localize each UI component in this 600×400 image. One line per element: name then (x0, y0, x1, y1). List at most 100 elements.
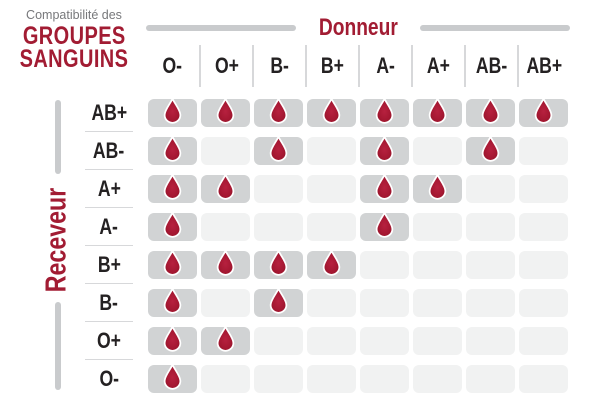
grid-cell (252, 284, 305, 322)
blood-drop-icon (163, 135, 182, 162)
title-line-1: GROUPES (22, 22, 126, 50)
grid-cell (305, 322, 358, 360)
grid-cell (252, 360, 305, 398)
grid-cell (358, 322, 411, 360)
cell-AB--AB+-empty (519, 137, 568, 165)
grid-cell (358, 170, 411, 208)
grid-cell (199, 246, 252, 284)
title-eyebrow: Compatibilité des (26, 8, 122, 22)
grid-cell (199, 208, 252, 246)
donor-header-label: O+ (214, 53, 239, 78)
cell-O--O+-empty (201, 365, 250, 393)
grid-cell (305, 360, 358, 398)
donor-column-headers: O- O+ B- B+ A- A+ AB- AB+ (146, 45, 570, 87)
grid-cell (464, 94, 517, 132)
cell-O--AB--empty (466, 365, 515, 393)
cell-B--A--empty (360, 289, 409, 317)
blood-drop-icon (375, 135, 394, 162)
grid-cell (199, 360, 252, 398)
receiver-label-text: B- (99, 289, 119, 315)
cell-A--B+-empty (307, 213, 356, 241)
blood-drop-icon (269, 135, 288, 162)
blood-drop-icon (163, 363, 182, 390)
receiver-label-text: O+ (97, 327, 121, 353)
donor-header-B-: B- (252, 45, 305, 87)
blood-drop-icon (163, 249, 182, 276)
grid-cell (146, 208, 199, 246)
grid-cell (464, 170, 517, 208)
cell-A+-A--compatible (360, 173, 409, 203)
donor-header-label: AB+ (526, 53, 563, 78)
cell-A+-B--empty (254, 175, 303, 203)
cell-B+-AB--empty (466, 251, 515, 279)
cell-B--B+-empty (307, 289, 356, 317)
donor-header-A-: A- (358, 45, 411, 87)
grid-cell (517, 132, 570, 170)
cell-B+-O+-compatible (201, 249, 250, 279)
blood-drop-icon (375, 211, 394, 238)
cell-B--O+-empty (201, 289, 250, 317)
cell-B+-B+-compatible (307, 249, 356, 279)
grid-cell (517, 246, 570, 284)
cell-AB+-A+-compatible (413, 97, 462, 127)
cell-AB+-B+-compatible (307, 97, 356, 127)
grid-cell (146, 284, 199, 322)
cell-O--O--compatible (148, 363, 197, 393)
grid-cell (411, 284, 464, 322)
cell-AB+-O+-compatible (201, 97, 250, 127)
donor-axis-label: Donneur (318, 14, 398, 41)
grid-cell (517, 360, 570, 398)
cell-AB+-A--compatible (360, 97, 409, 127)
cell-O--A--empty (360, 365, 409, 393)
donor-header-label: AB- (475, 53, 508, 78)
donor-header-B+: B+ (305, 45, 358, 87)
grid-cell (358, 208, 411, 246)
receiver-label-A-: A- (85, 208, 133, 246)
cell-A+-O--compatible (148, 173, 197, 203)
cell-A--AB--empty (466, 213, 515, 241)
donor-header-label: A+ (427, 53, 450, 78)
cell-O+-B--empty (254, 327, 303, 355)
grid-cell (146, 94, 199, 132)
donor-header-AB+: AB+ (517, 45, 570, 87)
blood-drop-icon (375, 97, 394, 124)
cell-AB--B--compatible (254, 135, 303, 165)
cell-B+-A--empty (360, 251, 409, 279)
blood-drop-icon (534, 97, 553, 124)
grid-cell (411, 322, 464, 360)
grid-cell (252, 246, 305, 284)
grid-cell (517, 208, 570, 246)
receiver-label-B-: B- (85, 284, 133, 322)
grid-cell (146, 132, 199, 170)
blood-drop-icon (322, 97, 341, 124)
cell-AB+-AB--compatible (466, 97, 515, 127)
grid-cell (464, 132, 517, 170)
cell-A+-B+-empty (307, 175, 356, 203)
receiver-label-B+: B+ (85, 246, 133, 284)
blood-drop-icon (163, 287, 182, 314)
cell-A--AB+-empty (519, 213, 568, 241)
grid-cell (358, 94, 411, 132)
grid-cell (305, 132, 358, 170)
grid-cell (305, 94, 358, 132)
donor-axis-line-right (420, 25, 571, 31)
cell-B+-AB+-empty (519, 251, 568, 279)
receiver-label-O+: O+ (85, 322, 133, 360)
cell-AB--O+-empty (201, 137, 250, 165)
grid-cell (305, 284, 358, 322)
grid-cell (358, 360, 411, 398)
donor-header-label: B+ (321, 53, 344, 78)
cell-A--A--compatible (360, 211, 409, 241)
cell-AB+-B--compatible (254, 97, 303, 127)
donor-header-A+: A+ (411, 45, 464, 87)
grid-cell (517, 94, 570, 132)
cell-O+-B+-empty (307, 327, 356, 355)
grid-cell (517, 284, 570, 322)
grid-cell (464, 322, 517, 360)
cell-A--O+-empty (201, 213, 250, 241)
blood-drop-icon (216, 173, 235, 200)
grid-cell (464, 246, 517, 284)
grid-cell (411, 132, 464, 170)
cell-AB--A--compatible (360, 135, 409, 165)
